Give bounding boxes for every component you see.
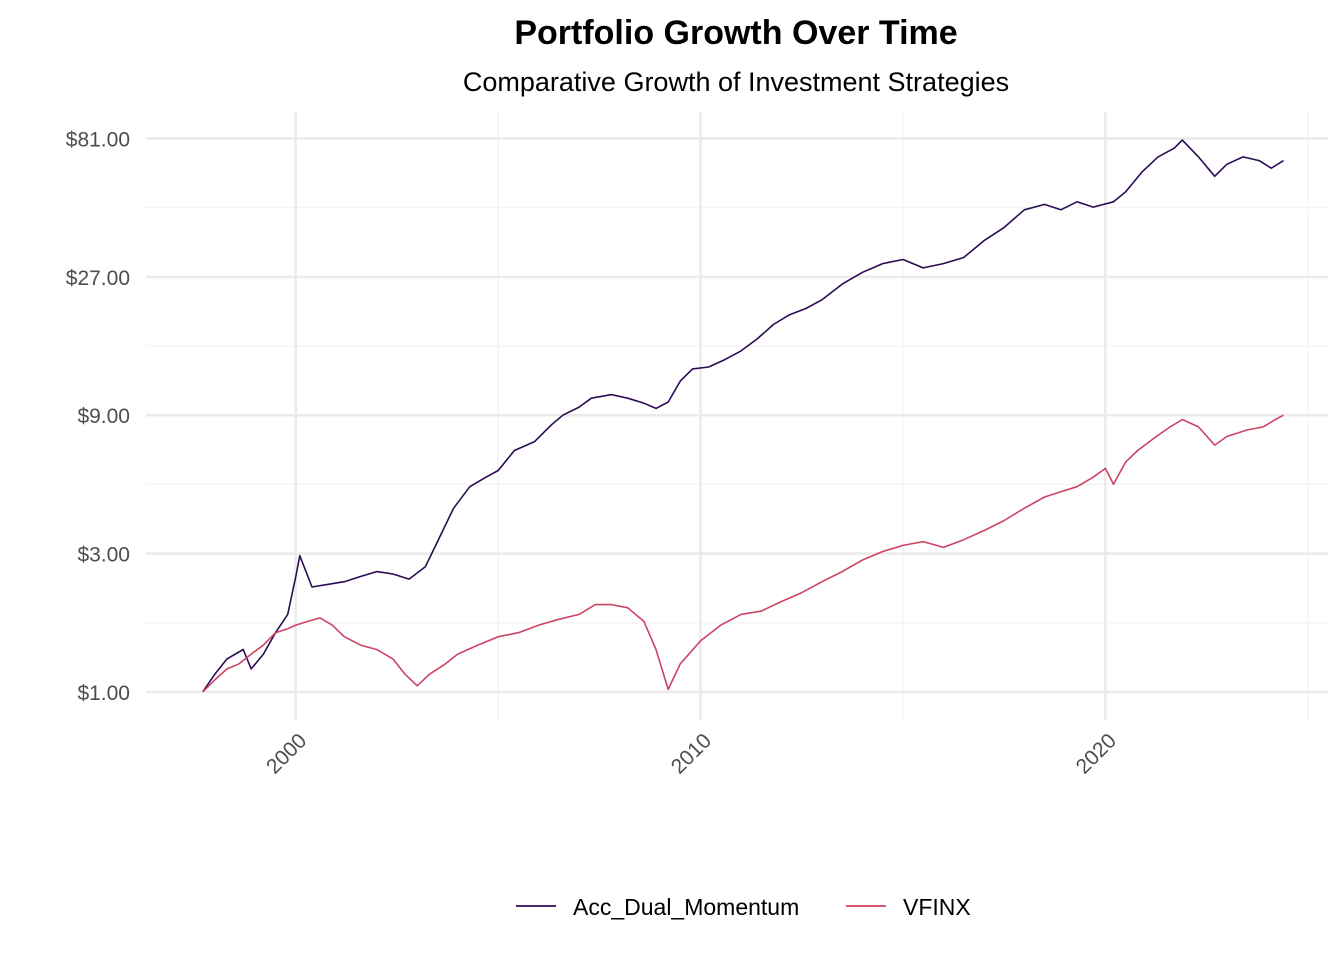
y-tick-label: $1.00 xyxy=(77,682,130,705)
legend-label: Acc_Dual_Momentum xyxy=(573,894,799,920)
y-tick-label: $27.00 xyxy=(66,267,130,290)
x-axis-ticks: 2000 2010 2020 xyxy=(262,729,1121,778)
chart-subtitle: Comparative Growth of Investment Strateg… xyxy=(463,67,1009,97)
series-line-acc-dual-momentum xyxy=(202,139,1284,693)
x-tick-label: 2010 xyxy=(667,729,716,778)
chart-title: Portfolio Growth Over Time xyxy=(514,14,957,52)
y-axis-ticks: $1.00 $3.00 $9.00 $27.00 $81.00 xyxy=(66,129,130,705)
grid xyxy=(146,112,1328,720)
y-tick-label: $3.00 xyxy=(77,544,130,567)
legend-label: VFINX xyxy=(903,894,971,920)
series-lines xyxy=(202,139,1284,693)
series-line-vfinx xyxy=(202,414,1284,693)
x-tick-label: 2020 xyxy=(1072,729,1121,778)
y-tick-label: $81.00 xyxy=(66,129,130,152)
legend: Acc_Dual_Momentum VFINX xyxy=(516,894,971,920)
x-tick-label: 2000 xyxy=(262,729,311,778)
y-tick-label: $9.00 xyxy=(77,405,130,428)
